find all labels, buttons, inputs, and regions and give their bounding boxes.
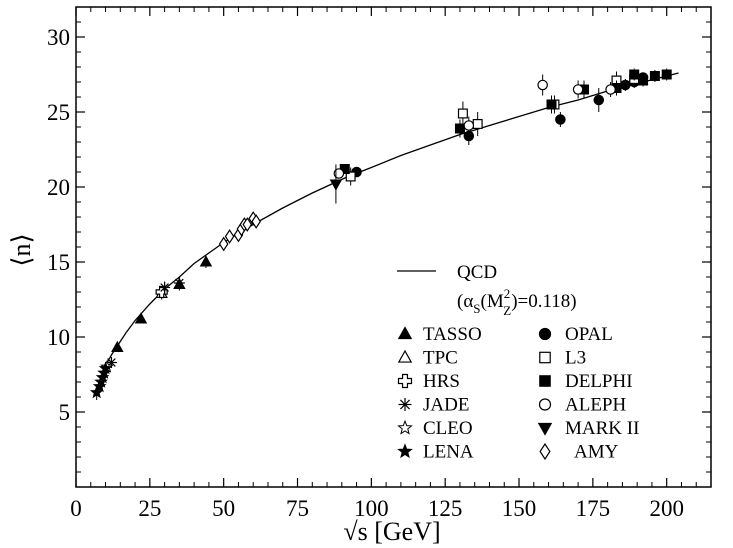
x-tick-label: 125 [428,496,463,521]
data-point [463,120,475,131]
legend-label: JADE [423,395,469,416]
data-point [199,255,213,267]
x-tick-label: 100 [354,496,389,521]
x-tick-label: 150 [502,496,537,521]
series-lena [89,361,113,400]
x-tick-label: 200 [649,496,684,521]
legend-label: AMY [574,442,619,463]
data-point [472,118,483,129]
legend-label: MARK II [565,418,639,439]
x-tick-label: 50 [212,496,235,521]
data-point [454,123,465,134]
legend-label: OPAL [565,324,613,345]
series-aleph [333,74,616,179]
series-l3 [345,71,640,186]
legend-marker [537,422,553,436]
series-tasso [111,255,213,352]
data-point [224,229,235,244]
data-point [159,282,171,293]
legend-marker [539,351,551,364]
legend-label: HRS [423,371,460,392]
x-axis-label: √s [GeV] [343,517,440,546]
legend-label: L3 [565,348,586,369]
y-tick-label: 30 [47,25,70,50]
data-point [593,94,605,106]
legend-label: LENA [423,442,474,463]
data-point [546,99,557,110]
data-point [134,312,148,324]
x-tick-label: 75 [286,496,309,521]
x-tick-label: 175 [576,496,611,521]
legend-marker [397,349,413,363]
y-axis-label: ⟨n⟩ [7,233,36,266]
data-point [555,114,566,125]
legend-marker [538,398,552,411]
legend-marker [397,419,413,435]
series-opal [351,72,649,178]
series-delphi [339,68,672,175]
legend-marker [397,443,413,459]
data-point [572,84,584,95]
data-point [173,277,185,289]
data-point [89,385,104,399]
data-point [638,75,649,86]
data-point [620,79,631,91]
x-tick-label: 0 [70,496,82,521]
legend-marker [397,373,413,389]
y-tick-label: 25 [47,100,70,125]
data-point [242,217,253,232]
data-point [605,84,616,95]
data-points [89,68,672,400]
legend-marker [539,375,551,387]
series-hrs [155,285,168,299]
series-mark-ii [329,164,343,204]
legend-label: DELPHI [565,371,633,392]
data-point [251,214,262,229]
y-axis: 5 10 15 20 25 30 [47,21,711,473]
data-point [333,168,345,179]
data-point [345,171,356,182]
x-tick-label: 25 [138,496,161,521]
legend-marker [398,398,412,411]
x-axis: 0 25 50 75 100 125 150 175 200 [70,7,697,521]
legend-qcd-annotation: (αS(M2 Z)=0.118) [457,286,577,318]
y-tick-label: 20 [47,175,70,200]
legend-marker [397,326,413,340]
data-point [537,79,548,91]
y-tick-label: 5 [59,400,71,425]
data-point [661,69,672,80]
data-point [98,361,113,375]
data-point [329,179,343,191]
data-point [457,108,468,119]
y-tick-label: 10 [47,325,70,350]
legend-marker [538,327,552,341]
legend-label: TASSO [423,324,482,345]
legend-qcd-label: QCD [457,262,497,283]
data-point [649,70,660,81]
legend-label: TPC [423,348,458,369]
data-point [629,69,640,80]
series-amy [218,211,262,252]
legend-label: ALEPH [565,395,627,416]
data-point [218,236,229,252]
y-tick-label: 15 [47,250,70,275]
legend-label: CLEO [423,418,473,439]
legend-marker [539,442,551,461]
data-point [155,285,168,299]
data-point [111,340,124,352]
